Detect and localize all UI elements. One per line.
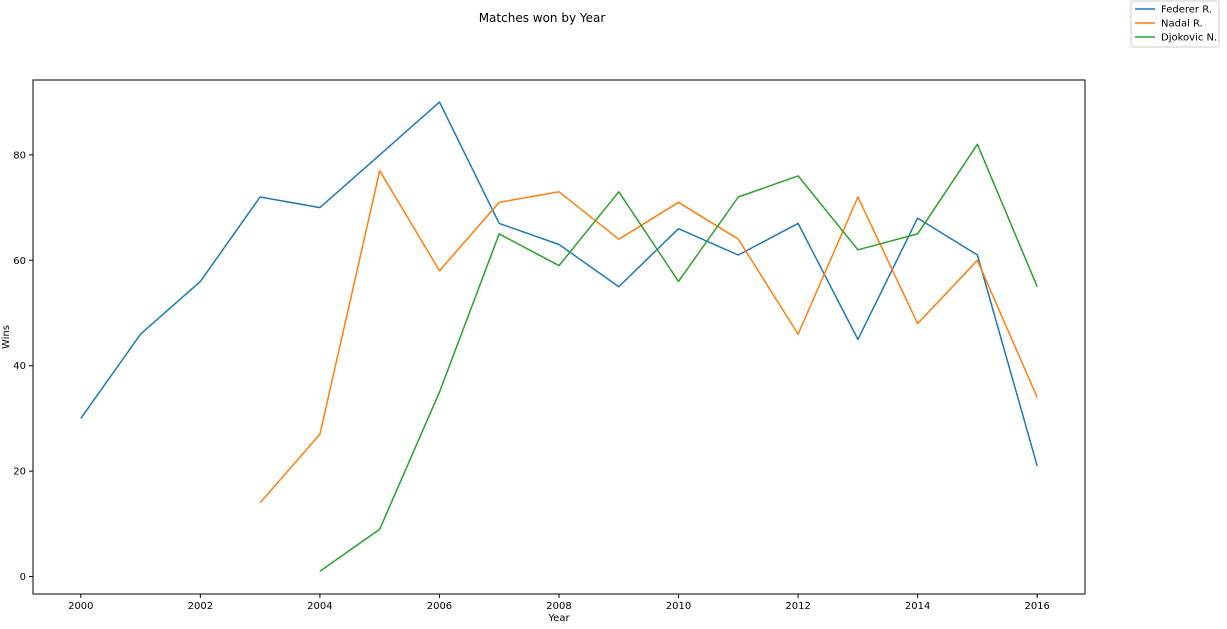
x-tick-label: 2010 <box>666 601 691 612</box>
x-tick-label: 2002 <box>188 601 213 612</box>
x-axis-label: Year <box>547 613 570 624</box>
chart-title: Matches won by Year <box>479 11 606 25</box>
y-tick-label: 80 <box>13 150 26 161</box>
plot-frame <box>32 79 1086 595</box>
series-line-federer-r <box>80 101 1038 467</box>
series-line-djokovic-n <box>319 143 1038 572</box>
x-tick-label: 2012 <box>785 601 810 612</box>
x-tick-label: 2006 <box>427 601 452 612</box>
y-axis-label: Wins <box>1 325 12 349</box>
x-tick-label: 2014 <box>905 601 930 612</box>
y-tick-label: 20 <box>13 467 26 478</box>
x-tick-label: 2004 <box>307 601 332 612</box>
x-axis-ticks: 2000 2002 2004 2006 2008 2010 2012 2014 2016 <box>68 594 1050 612</box>
legend-frame <box>1130 0 1220 48</box>
legend-label-federer-r: Federer R. <box>1161 5 1212 16</box>
series-lines <box>80 101 1038 572</box>
y-tick-label: 0 <box>20 572 26 583</box>
x-tick-label: 2016 <box>1024 601 1049 612</box>
y-tick-label: 60 <box>13 256 26 267</box>
legend-label-djokovic-n: Djokovic N. <box>1161 33 1217 44</box>
legend-label-nadal-r: Nadal R. <box>1161 19 1203 30</box>
legend: Federer R. Nadal R. Djokovic N. <box>1130 0 1220 48</box>
x-tick-label: 2000 <box>68 601 93 612</box>
y-tick-label: 40 <box>13 361 26 372</box>
x-tick-label: 2008 <box>546 601 571 612</box>
plot-area <box>32 79 1086 595</box>
y-axis-ticks: 0 20 40 60 80 <box>13 150 33 583</box>
series-line-nadal-r <box>259 169 1038 504</box>
